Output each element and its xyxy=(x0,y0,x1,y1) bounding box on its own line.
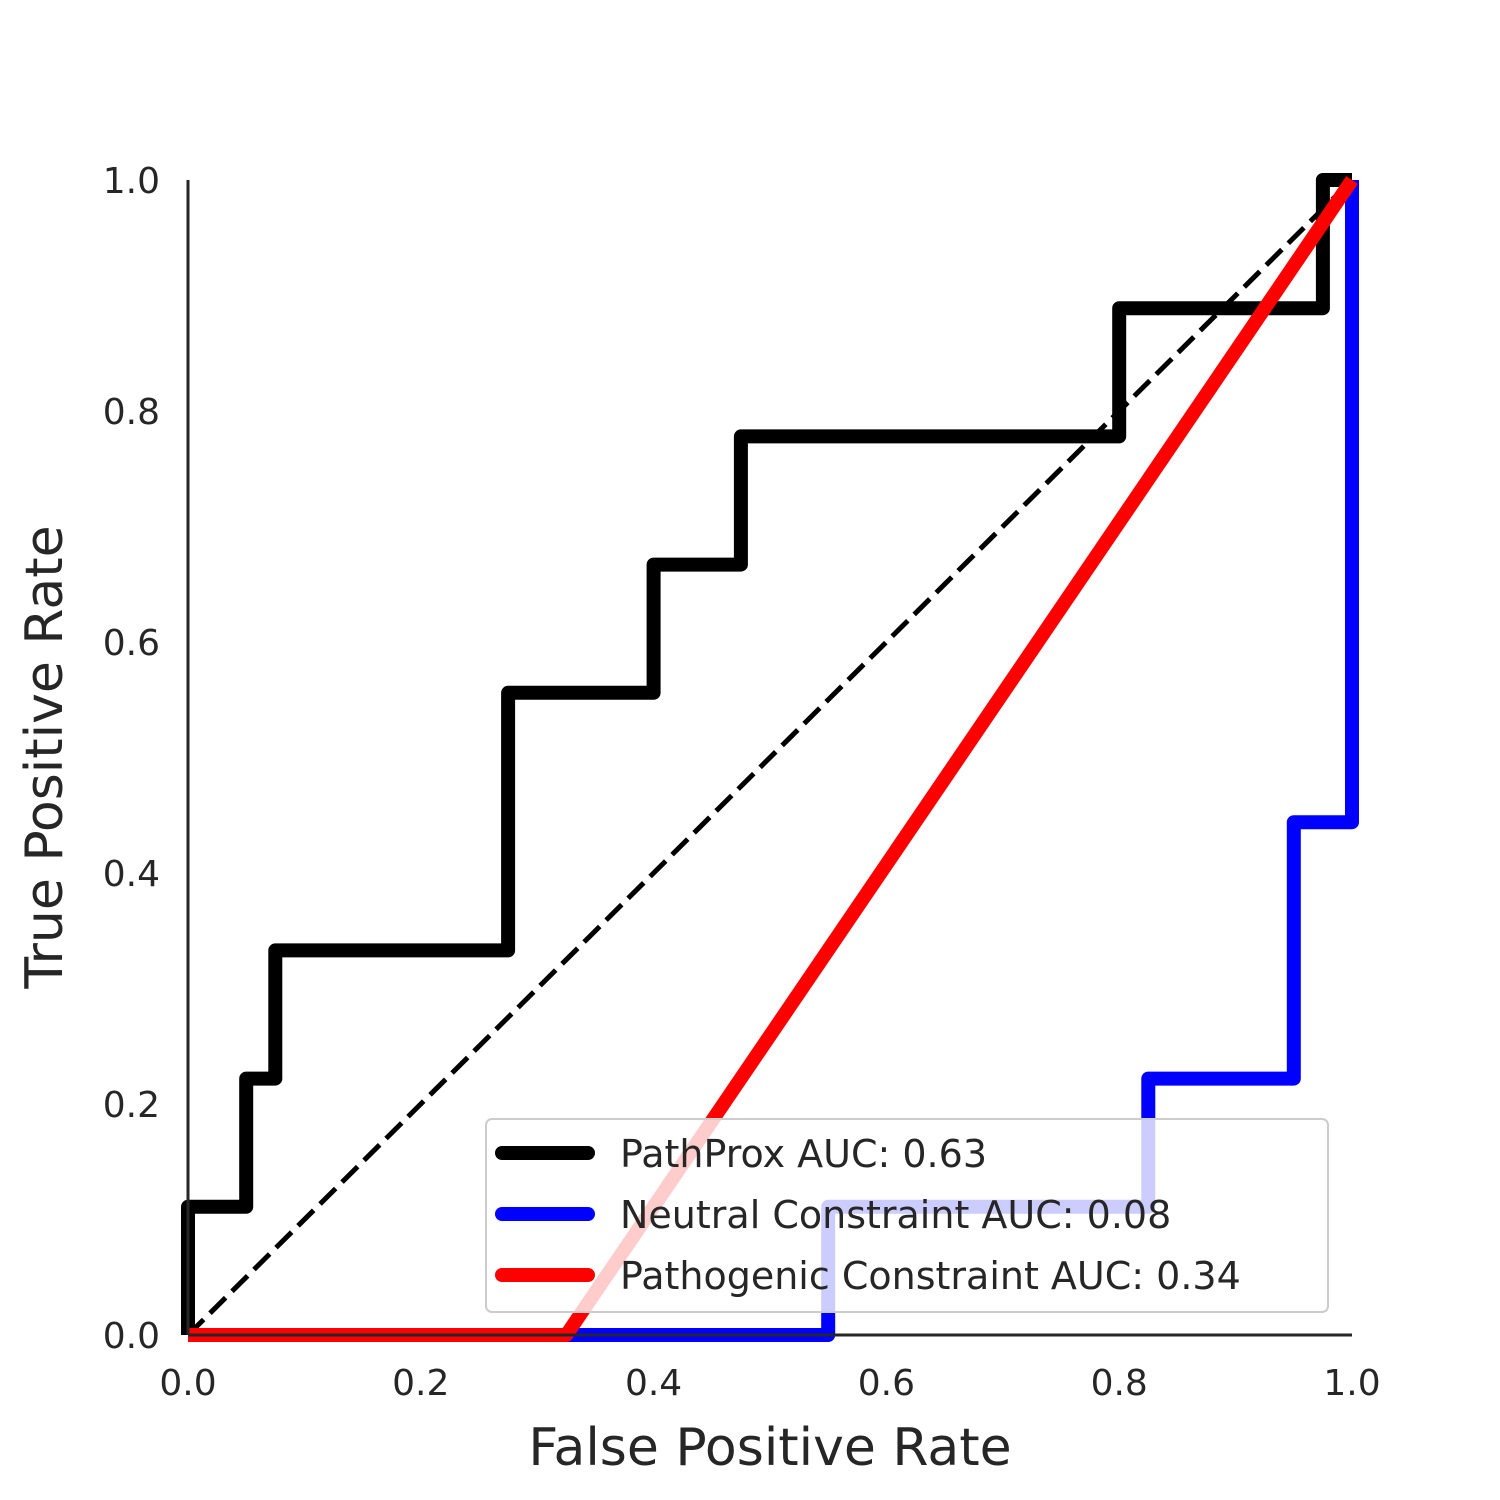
y-tick-label: 0.6 xyxy=(103,623,160,664)
y-axis-label: True Positive Rate xyxy=(15,525,75,989)
x-tick-label: 0.6 xyxy=(858,1363,915,1404)
y-tick-label: 0.4 xyxy=(103,854,160,895)
x-tick-label: 0.0 xyxy=(159,1363,216,1404)
series-line-pathprox xyxy=(181,173,1352,1335)
x-axis-label: False Positive Rate xyxy=(528,1418,1011,1478)
y-tick-labels: 0.0 0.2 0.4 0.6 0.8 1.0 xyxy=(103,161,160,1357)
x-tick-label: 0.8 xyxy=(1091,1363,1148,1404)
x-tick-labels: 0.0 0.2 0.4 0.6 0.8 1.0 xyxy=(159,1363,1380,1404)
y-tick-label: 0.2 xyxy=(103,1085,160,1126)
x-tick-label: 1.0 xyxy=(1323,1363,1380,1404)
x-tick-label: 0.2 xyxy=(392,1363,449,1404)
y-tick-label: 0.8 xyxy=(103,392,160,433)
legend: PathProx AUC: 0.63 Neutral Constraint AU… xyxy=(485,1118,1329,1313)
reference-diagonal xyxy=(186,178,1354,1337)
y-tick-label: 0.0 xyxy=(103,1316,160,1357)
legend-label-neutral: Neutral Constraint AUC: 0.08 xyxy=(620,1193,1171,1237)
y-tick-label: 1.0 xyxy=(103,161,160,202)
legend-label-pathogenic: Pathogenic Constraint AUC: 0.34 xyxy=(620,1254,1241,1298)
legend-label-pathprox: PathProx AUC: 0.63 xyxy=(620,1132,987,1176)
x-tick-label: 0.4 xyxy=(625,1363,682,1404)
legend-box xyxy=(485,1118,1329,1313)
